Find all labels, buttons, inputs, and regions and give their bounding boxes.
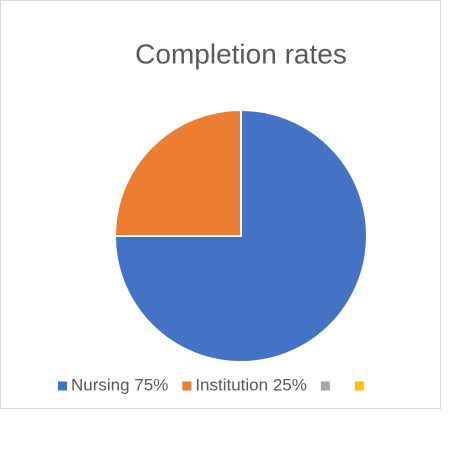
- chart-title: Completion rates: [135, 38, 347, 69]
- pie-slice: [113, 108, 242, 237]
- legend-swatch: [354, 381, 364, 391]
- legend-swatch: [320, 381, 330, 391]
- pie-slice: [113, 108, 368, 363]
- legend-label: Institution 25%: [195, 375, 307, 394]
- legend-label: Nursing 75%: [71, 375, 168, 394]
- legend-swatch: [182, 381, 192, 391]
- legend-swatch: [58, 381, 67, 391]
